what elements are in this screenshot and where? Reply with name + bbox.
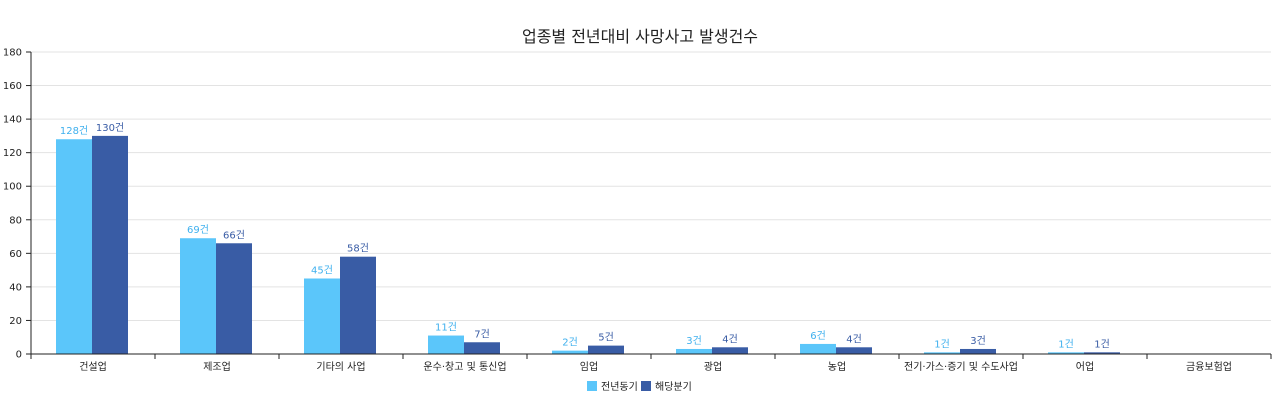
data-label: 6건 — [810, 330, 826, 342]
bar[interactable] — [712, 347, 748, 354]
data-label: 2건 — [562, 337, 578, 349]
axes: 0 20 40 60 80 100 120 140 160 180 건설업 제조업 기타의 사업 운수·창… — [3, 48, 1272, 373]
x-tick-label: 광업 — [704, 360, 722, 373]
bar[interactable] — [428, 335, 464, 354]
data-label: 1건 — [1058, 338, 1074, 350]
y-tick-label: 60 — [9, 249, 22, 260]
data-labels: 128건 69건 45건 11건 2건 3건 6건 1건 1건 130건 66건 58건 7건 5건 4건 4… — [60, 122, 1110, 350]
data-label: 69건 — [187, 224, 209, 236]
bars — [56, 135, 1120, 355]
legend-label[interactable]: 전년동기 — [601, 381, 638, 393]
bar[interactable] — [800, 343, 836, 354]
bar[interactable] — [180, 238, 216, 354]
data-label: 7건 — [474, 328, 490, 340]
data-label: 5건 — [598, 332, 614, 344]
data-label: 58건 — [347, 243, 369, 255]
y-tick-label: 120 — [3, 148, 22, 159]
legend-swatch — [641, 381, 651, 391]
data-label: 1건 — [934, 338, 950, 350]
y-tick-label: 20 — [9, 316, 22, 327]
y-tick-label: 160 — [3, 81, 22, 92]
x-tick-label: 기타의 사업 — [316, 360, 365, 373]
bar[interactable] — [216, 243, 252, 354]
bar[interactable] — [960, 348, 996, 354]
x-tick-label: 금융보험업 — [1186, 360, 1232, 373]
bar[interactable] — [304, 278, 340, 355]
data-label: 4건 — [722, 333, 738, 345]
data-label: 3건 — [686, 335, 702, 347]
data-label: 45건 — [311, 265, 333, 277]
x-tick-label: 어업 — [1076, 360, 1094, 373]
bar[interactable] — [340, 256, 376, 354]
y-tick-label: 0 — [16, 350, 22, 361]
data-label: 66건 — [223, 229, 245, 241]
data-label: 11건 — [435, 322, 457, 334]
chart-title: 업종별 전년대비 사망사고 발생건수 — [522, 27, 758, 46]
x-tick-label: 임업 — [580, 360, 598, 373]
y-tick-label: 140 — [3, 115, 22, 126]
y-tick-label: 180 — [3, 48, 22, 59]
bar[interactable] — [92, 135, 128, 354]
legend-label[interactable]: 해당분기 — [655, 380, 692, 393]
legend-swatch — [587, 381, 597, 391]
x-tick-label: 제조업 — [203, 360, 231, 373]
y-tick-label: 80 — [9, 215, 22, 226]
bar[interactable] — [1084, 352, 1120, 354]
bar[interactable] — [924, 352, 960, 354]
bar[interactable] — [552, 350, 588, 354]
bar[interactable] — [1048, 352, 1084, 354]
data-label: 130건 — [96, 122, 124, 134]
data-label: 1건 — [1094, 338, 1110, 350]
x-tick-label: 운수·창고 및 통신업 — [423, 360, 506, 373]
y-tick-label: 100 — [3, 182, 22, 193]
data-label: 128건 — [60, 125, 88, 137]
bar[interactable] — [676, 348, 712, 354]
legend[interactable]: 전년동기 해당분기 — [587, 380, 692, 393]
x-tick-label: 농업 — [828, 360, 846, 373]
bar[interactable] — [588, 345, 624, 354]
bar[interactable] — [464, 342, 500, 354]
x-tick-label: 전기·가스·증기 및 수도사업 — [904, 360, 1018, 373]
x-tick-label: 건설업 — [79, 360, 107, 373]
bar[interactable] — [56, 139, 92, 354]
data-label: 4건 — [846, 333, 862, 345]
bar[interactable] — [836, 347, 872, 354]
y-tick-label: 40 — [9, 282, 22, 293]
data-label: 3건 — [970, 335, 986, 347]
